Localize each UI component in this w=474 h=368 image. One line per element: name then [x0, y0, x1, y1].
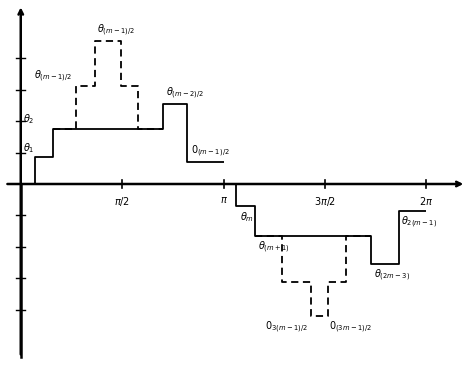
Text: $0_{3(m-1)/2}$: $0_{3(m-1)/2}$: [264, 320, 308, 335]
Text: $\theta_{2(m-1)}$: $\theta_{2(m-1)}$: [401, 215, 438, 230]
Text: $\theta_{(2m-3)}$: $\theta_{(2m-3)}$: [374, 268, 410, 283]
Text: $\theta_{(m-1)/2}$: $\theta_{(m-1)/2}$: [97, 23, 135, 38]
Text: $0_{(m-1)/2}$: $0_{(m-1)/2}$: [191, 144, 229, 159]
Text: $\theta_m$: $\theta_m$: [240, 210, 254, 224]
Text: $\theta_2$: $\theta_2$: [23, 113, 35, 126]
Text: $\theta_{(m-2)/2}$: $\theta_{(m-2)/2}$: [166, 86, 204, 101]
Text: $2\pi$: $2\pi$: [419, 195, 433, 207]
Text: $0_{(3m-1)/2}$: $0_{(3m-1)/2}$: [329, 320, 372, 335]
Text: $\theta_{(m+1)}$: $\theta_{(m+1)}$: [258, 240, 290, 255]
Text: $\pi$: $\pi$: [219, 195, 228, 205]
Text: $\pi/2$: $\pi/2$: [114, 195, 130, 208]
Text: $\theta_1$: $\theta_1$: [23, 141, 35, 155]
Text: $\theta_{(m-1)/2}$: $\theta_{(m-1)/2}$: [34, 68, 73, 84]
Text: $3\pi/2$: $3\pi/2$: [314, 195, 336, 208]
